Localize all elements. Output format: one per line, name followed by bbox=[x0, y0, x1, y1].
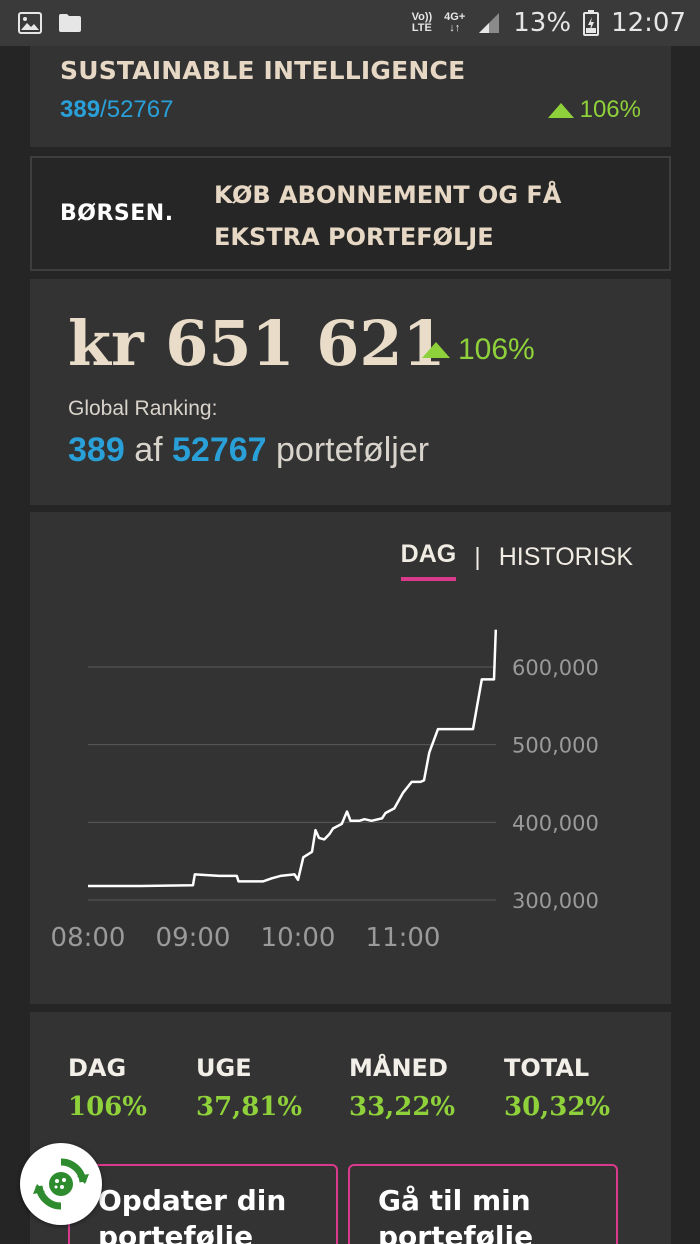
global-ranking: 389 af 52767 porteføljer bbox=[68, 431, 429, 470]
portfolio-summary-card[interactable]: SUSTAINABLE INTELLIGENCE 389/52767 106% bbox=[30, 46, 671, 147]
portfolio-value-card: kr 651 621 106% Global Ranking: 389 af 5… bbox=[30, 279, 671, 505]
ranking-of: af bbox=[134, 431, 163, 469]
battery-charging-icon bbox=[583, 10, 600, 36]
stat-week: UGE 37,81% bbox=[196, 1054, 302, 1122]
stat-week-value: 37,81% bbox=[196, 1092, 303, 1122]
portfolio-value: kr 651 621 bbox=[68, 307, 446, 380]
stat-month-value: 33,22% bbox=[349, 1092, 456, 1122]
y-tick-label: 600,000 bbox=[512, 656, 599, 680]
ranking-position: 389 bbox=[68, 431, 125, 469]
ranking-suffix: porteføljer bbox=[276, 431, 430, 469]
status-right: Vo)) LTE 4G+ ↓↑ 13% 12:07 bbox=[412, 8, 686, 38]
volte-top: Vo)) bbox=[411, 11, 433, 23]
refresh-globe-icon bbox=[33, 1158, 89, 1210]
stat-day-value: 106% bbox=[68, 1092, 147, 1122]
x-tick-label: 10:00 bbox=[261, 923, 336, 953]
x-tick-label: 11:00 bbox=[366, 923, 441, 953]
returns-card: DAG 106% UGE 37,81% MÅNED 33,22% TOTAL 3… bbox=[30, 1012, 671, 1244]
tab-history[interactable]: HISTORISK bbox=[498, 543, 633, 571]
goto-portfolio-button[interactable]: Gå til min portefølje bbox=[348, 1164, 618, 1244]
status-left bbox=[18, 12, 82, 34]
stat-month: MÅNED 33,22% bbox=[349, 1054, 455, 1122]
value-chart: 300,000 400,000 500,000 600,000 08:00 09:00 10… bbox=[51, 629, 599, 953]
up-arrow-icon bbox=[547, 102, 574, 118]
x-tick-label: 08:00 bbox=[51, 923, 126, 953]
refresh-fab[interactable] bbox=[20, 1143, 102, 1225]
up-arrow-icon bbox=[422, 342, 450, 358]
status-bar: Vo)) LTE 4G+ ↓↑ 13% 12:07 bbox=[0, 0, 700, 46]
chart-card: 300,000 400,000 500,000 600,000 08:00 09:00 10… bbox=[30, 512, 671, 1004]
global-ranking-label: Global Ranking: bbox=[68, 397, 218, 420]
banner-text: KØB ABONNEMENT OG FÅ EKSTRA PORTEFØLJE bbox=[214, 181, 562, 251]
stat-total-value: 30,32% bbox=[504, 1092, 611, 1122]
update-portfolio-button[interactable]: Opdater din portefølje bbox=[68, 1164, 338, 1244]
borsen-logo: BØRSEN. bbox=[60, 201, 174, 226]
portfolio-change: 106% bbox=[547, 96, 641, 124]
stat-week-label: UGE bbox=[196, 1054, 252, 1082]
rank-value: 389 bbox=[60, 96, 101, 123]
change-value: 106% bbox=[579, 96, 641, 123]
data-indicator: 4G+ ↓↑ bbox=[444, 12, 465, 34]
folder-icon bbox=[59, 14, 81, 32]
y-tick-label: 400,000 bbox=[512, 811, 599, 835]
value-change-text: 106% bbox=[458, 333, 535, 366]
stat-day: DAG 106% bbox=[68, 1054, 147, 1122]
y-tick-label: 500,000 bbox=[512, 734, 599, 758]
battery-percent: 13% bbox=[513, 8, 572, 38]
data-type: 4G+ bbox=[444, 11, 466, 23]
portfolio-name: SUSTAINABLE INTELLIGENCE bbox=[60, 56, 466, 85]
signal-icon bbox=[479, 13, 500, 33]
volte-indicator: Vo)) LTE bbox=[412, 12, 433, 34]
value-series-line bbox=[88, 629, 498, 888]
clock: 12:07 bbox=[611, 8, 686, 38]
y-tick-label: 300,000 bbox=[512, 889, 599, 913]
chart-tabs: DAG | HISTORISK bbox=[400, 540, 633, 581]
gallery-icon bbox=[18, 12, 42, 34]
portfolio-rank: 389/52767 bbox=[60, 96, 173, 124]
rank-total: /52767 bbox=[100, 96, 174, 123]
volte-bottom: LTE bbox=[411, 22, 432, 34]
stat-day-label: DAG bbox=[68, 1054, 127, 1082]
data-arrows: ↓↑ bbox=[449, 22, 461, 34]
ranking-total: 52767 bbox=[172, 431, 267, 469]
stat-total-label: TOTAL bbox=[504, 1054, 590, 1082]
tab-separator: | bbox=[474, 543, 481, 571]
x-tick-label: 09:00 bbox=[156, 923, 231, 953]
subscription-banner[interactable]: BØRSEN. KØB ABONNEMENT OG FÅ EKSTRA PORT… bbox=[30, 156, 671, 271]
stat-month-label: MÅNED bbox=[349, 1054, 448, 1082]
stat-total: TOTAL 30,32% bbox=[504, 1054, 610, 1122]
value-change: 106% bbox=[422, 333, 535, 367]
tab-day[interactable]: DAG bbox=[400, 540, 456, 581]
